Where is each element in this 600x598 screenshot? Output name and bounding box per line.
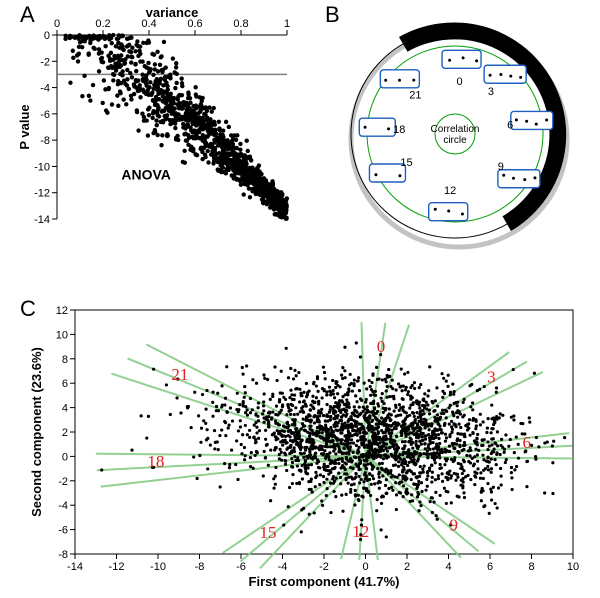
svg-text:0: 0	[62, 451, 68, 463]
panel-b-diagram: Correlationcircle 0 3 6 9 12 15 18 21	[320, 10, 590, 270]
svg-text:-8: -8	[195, 561, 205, 573]
svg-text:-6: -6	[58, 525, 68, 537]
svg-text:0: 0	[54, 18, 60, 30]
svg-text:P value: P value	[17, 104, 32, 149]
svg-text:9: 9	[498, 161, 504, 173]
svg-text:-4: -4	[40, 83, 50, 95]
svg-text:-8: -8	[58, 549, 68, 561]
svg-text:12: 12	[444, 185, 456, 197]
svg-text:-14: -14	[34, 214, 50, 225]
svg-text:8: 8	[528, 561, 534, 573]
svg-text:-8: -8	[40, 135, 50, 147]
svg-text:21: 21	[409, 89, 421, 101]
panel-a-chart: 00.20.40.60.810-2-4-6-8-10-12-14variance…	[15, 5, 295, 225]
svg-text:variance: variance	[146, 5, 199, 20]
svg-text:21: 21	[171, 365, 188, 384]
svg-text:4: 4	[62, 403, 68, 415]
svg-text:12: 12	[352, 522, 369, 541]
svg-text:0: 0	[457, 76, 463, 88]
svg-text:-10: -10	[150, 561, 166, 573]
svg-text:10: 10	[56, 329, 68, 341]
svg-text:0.2: 0.2	[95, 18, 110, 30]
svg-text:4: 4	[445, 561, 451, 573]
svg-text:10: 10	[567, 561, 579, 573]
svg-text:18: 18	[147, 452, 164, 471]
svg-text:-2: -2	[40, 56, 50, 68]
svg-text:Second component (23.6%): Second component (23.6%)	[29, 347, 44, 517]
svg-text:12: 12	[56, 305, 68, 317]
svg-text:3: 3	[488, 86, 494, 98]
svg-text:-4: -4	[278, 561, 288, 573]
svg-text:First component (41.7%): First component (41.7%)	[249, 574, 400, 589]
svg-text:18: 18	[393, 124, 405, 136]
svg-text:15: 15	[400, 157, 412, 169]
svg-text:ANOVA: ANOVA	[121, 167, 171, 183]
svg-text:0.8: 0.8	[233, 18, 248, 30]
svg-text:6: 6	[487, 561, 493, 573]
panel-c-chart: -14 -12 -10 -8 -6 -4 -2 0 2 4 6 8 10 -8 -6 -4 -2 0 2 4 6 8 10 1…	[25, 300, 585, 590]
svg-text:1: 1	[284, 18, 290, 30]
svg-text:circle: circle	[443, 135, 467, 146]
svg-text:0: 0	[44, 30, 50, 42]
svg-text:6: 6	[507, 119, 513, 131]
svg-text:-2: -2	[58, 476, 68, 488]
svg-text:-4: -4	[58, 500, 68, 512]
svg-text:6: 6	[522, 433, 531, 452]
svg-text:3: 3	[487, 367, 496, 386]
svg-text:-12: -12	[34, 188, 50, 200]
svg-text:6: 6	[62, 378, 68, 390]
svg-text:0: 0	[377, 337, 386, 356]
svg-text:Correlation: Correlation	[431, 124, 480, 135]
svg-text:0: 0	[362, 561, 368, 573]
svg-text:-10: -10	[34, 161, 50, 173]
svg-text:-14: -14	[67, 561, 83, 573]
svg-text:-6: -6	[236, 561, 246, 573]
svg-text:8: 8	[62, 354, 68, 366]
svg-text:9: 9	[449, 515, 458, 534]
svg-text:-6: -6	[40, 109, 50, 121]
svg-text:2: 2	[62, 427, 68, 439]
svg-text:-2: -2	[319, 561, 329, 573]
svg-text:15: 15	[260, 523, 277, 542]
svg-text:-12: -12	[109, 561, 125, 573]
svg-text:2: 2	[404, 561, 410, 573]
